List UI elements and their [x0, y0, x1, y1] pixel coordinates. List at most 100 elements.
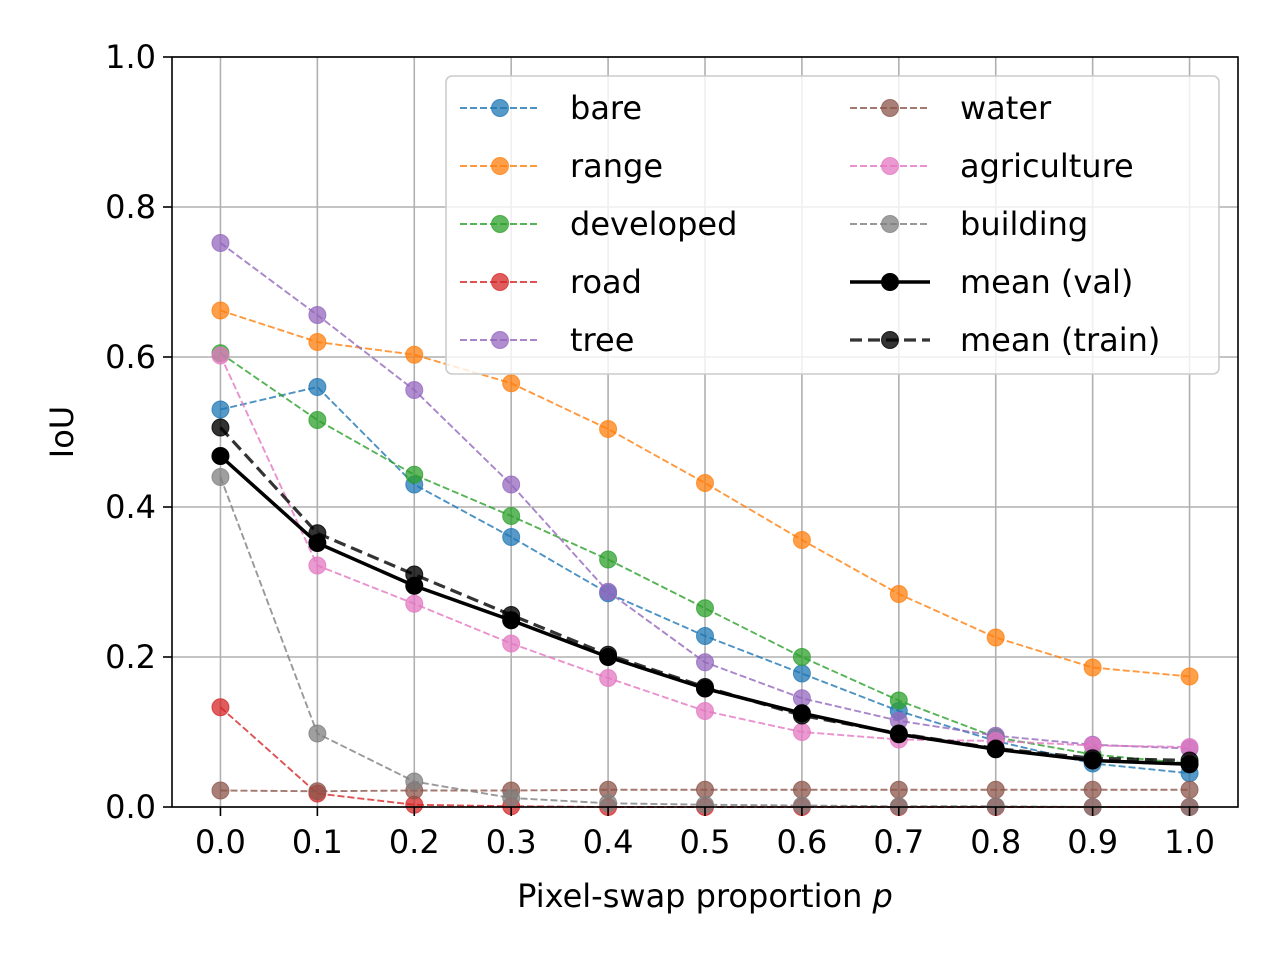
- data-point-range: [696, 474, 714, 492]
- data-point-bare: [211, 400, 230, 419]
- data-point-mean-train: [405, 565, 424, 584]
- legend-entry-bare: bare: [460, 89, 642, 127]
- x-tick-label: 0.0: [195, 823, 246, 861]
- data-point-range: [792, 531, 811, 549]
- legend-marker: [881, 215, 899, 233]
- data-point-agriculture: [211, 346, 230, 365]
- data-point-building: [502, 789, 521, 807]
- data-point-building: [211, 468, 230, 486]
- data-point-mean-train: [986, 739, 1005, 758]
- x-tick-label: 0.2: [389, 823, 440, 861]
- data-point-developed: [696, 599, 714, 618]
- legend-label: tree: [570, 321, 634, 359]
- x-tick-label: 0.5: [680, 823, 731, 861]
- data-point-range: [211, 301, 230, 320]
- data-point-developed: [889, 691, 908, 710]
- data-point-water: [1083, 780, 1102, 799]
- data-point-developed: [405, 465, 424, 484]
- y-axis-label: IoU: [43, 406, 81, 458]
- data-point-road: [211, 698, 230, 717]
- legend-label: bare: [570, 89, 642, 127]
- data-point-range: [599, 420, 618, 438]
- legend-marker: [881, 157, 899, 175]
- series-mean-train: [211, 418, 1199, 770]
- data-point-developed: [308, 411, 327, 429]
- data-point-agriculture: [696, 702, 714, 720]
- series-line-range: [220, 309, 1190, 678]
- data-point-mean-val: [211, 447, 230, 465]
- x-axis-label: Pixel-swap proportion p: [517, 877, 893, 915]
- data-point-mean-train: [889, 724, 908, 743]
- series-range: [211, 301, 1199, 686]
- data-point-agriculture: [308, 556, 327, 575]
- x-axis-variable: p: [872, 877, 893, 915]
- data-point-tree: [696, 653, 714, 672]
- y-tick-label: 0.4: [105, 488, 156, 526]
- y-tick-label: 1.0: [105, 38, 156, 76]
- data-point-developed: [502, 507, 521, 525]
- x-tick-label: 0.4: [583, 823, 634, 861]
- data-point-water: [211, 781, 230, 800]
- data-point-building: [405, 772, 424, 791]
- data-point-mean-train: [792, 706, 811, 725]
- data-point-range: [1180, 667, 1199, 686]
- legend-marker: [491, 157, 509, 175]
- legend-label: agriculture: [960, 147, 1134, 185]
- legend-label: building: [960, 205, 1088, 243]
- legend-label: water: [960, 89, 1052, 127]
- legend-marker: [491, 99, 509, 117]
- y-tick-label: 0.8: [105, 188, 156, 226]
- data-point-tree: [405, 381, 424, 399]
- x-tick-label: 0.7: [873, 823, 924, 861]
- data-point-mean-train: [1180, 751, 1199, 770]
- y-tick-label: 0.2: [105, 638, 156, 676]
- data-point-bare: [308, 378, 327, 396]
- data-point-tree: [599, 582, 618, 601]
- legend-entry-mean-val: mean (val): [850, 263, 1133, 301]
- legend-entry-mean-train: mean (train): [850, 321, 1160, 359]
- legend-marker: [881, 273, 899, 291]
- data-point-developed: [599, 550, 618, 569]
- data-point-mean-train: [599, 645, 618, 664]
- data-point-agriculture: [792, 723, 811, 741]
- ticks: 0.0 0.1 0.2 0.3 0.4 0.5 0.6 0.7 0.8 0.9 1.0 0.0 0.2 0…: [105, 38, 1215, 861]
- legend-label: developed: [570, 205, 737, 243]
- data-point-range: [986, 628, 1005, 647]
- y-tick-label: 0.6: [105, 338, 156, 376]
- data-point-mean-train: [696, 678, 714, 696]
- x-tick-label: 0.9: [1067, 823, 1118, 861]
- legend-entry-range: range: [460, 147, 663, 185]
- data-point-mean-train: [1083, 749, 1102, 768]
- x-tick-label: 0.3: [486, 823, 537, 861]
- x-tick-label: 0.6: [776, 823, 827, 861]
- data-point-bare: [792, 664, 811, 683]
- legend-entry-agriculture: agriculture: [850, 147, 1134, 185]
- x-tick-label: 0.8: [970, 823, 1021, 861]
- legend-label: road: [570, 263, 642, 301]
- data-point-range: [502, 374, 521, 393]
- data-point-range: [889, 585, 908, 603]
- legend-label: mean (val): [960, 263, 1133, 301]
- data-point-agriculture: [502, 634, 521, 653]
- data-point-water: [696, 780, 714, 799]
- data-point-tree: [308, 306, 327, 324]
- legend-entry-tree: tree: [460, 321, 634, 359]
- legend-entry-water: water: [850, 89, 1052, 127]
- data-point-water: [1180, 780, 1199, 799]
- data-point-agriculture: [599, 669, 618, 687]
- data-point-mean-train: [211, 418, 230, 437]
- x-tick-label: 1.0: [1164, 823, 1215, 861]
- data-point-bare: [696, 627, 714, 645]
- data-point-tree: [211, 234, 230, 252]
- legend-marker: [881, 331, 899, 349]
- series-agriculture: [211, 346, 1199, 756]
- data-point-range: [308, 333, 327, 351]
- legend-entry-developed: developed: [460, 205, 737, 243]
- legend-marker: [881, 99, 899, 117]
- data-point-range: [405, 345, 424, 364]
- data-point-water: [308, 782, 327, 801]
- legend-entry-building: building: [850, 205, 1088, 243]
- legend: bare range developed road tree water agricultu…: [445, 75, 1220, 375]
- legend-marker: [491, 273, 509, 291]
